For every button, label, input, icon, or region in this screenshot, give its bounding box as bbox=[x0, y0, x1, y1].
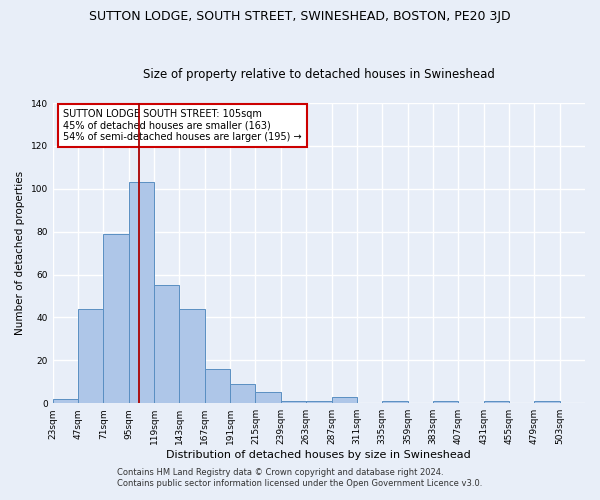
Bar bbox=[103, 234, 129, 403]
Text: Contains HM Land Registry data © Crown copyright and database right 2024.
Contai: Contains HM Land Registry data © Crown c… bbox=[118, 468, 482, 487]
X-axis label: Distribution of detached houses by size in Swineshead: Distribution of detached houses by size … bbox=[166, 450, 471, 460]
Bar bbox=[433, 401, 458, 403]
Title: Size of property relative to detached houses in Swineshead: Size of property relative to detached ho… bbox=[143, 68, 495, 81]
Bar bbox=[230, 384, 256, 403]
Bar bbox=[256, 392, 281, 403]
Bar bbox=[382, 401, 407, 403]
Bar bbox=[154, 286, 179, 403]
Bar bbox=[535, 401, 560, 403]
Bar bbox=[205, 369, 230, 403]
Text: SUTTON LODGE SOUTH STREET: 105sqm
45% of detached houses are smaller (163)
54% o: SUTTON LODGE SOUTH STREET: 105sqm 45% of… bbox=[64, 109, 302, 142]
Bar bbox=[78, 309, 103, 403]
Text: SUTTON LODGE, SOUTH STREET, SWINESHEAD, BOSTON, PE20 3JD: SUTTON LODGE, SOUTH STREET, SWINESHEAD, … bbox=[89, 10, 511, 23]
Bar bbox=[129, 182, 154, 403]
Bar bbox=[484, 401, 509, 403]
Bar bbox=[53, 399, 78, 403]
Bar bbox=[306, 401, 332, 403]
Bar bbox=[332, 397, 357, 403]
Bar bbox=[179, 309, 205, 403]
Bar bbox=[281, 401, 306, 403]
Y-axis label: Number of detached properties: Number of detached properties bbox=[15, 171, 25, 335]
